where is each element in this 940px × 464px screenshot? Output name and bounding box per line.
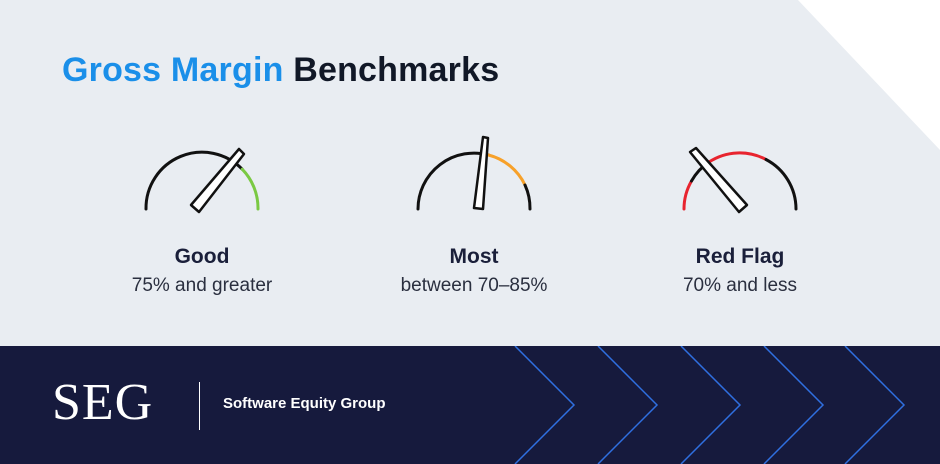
gauge-most: Most between 70–85%	[344, 132, 604, 298]
gauge-most-description: between 70–85%	[400, 275, 548, 296]
seg-logo: SEG	[52, 374, 154, 431]
gauge-good-description: 75% and greater	[131, 275, 273, 296]
title-accent: Gross Margin	[62, 51, 284, 89]
company-name: Software Equity Group	[223, 395, 386, 412]
gauge-red-flag-description: 70% and less	[682, 275, 798, 296]
footer-bar: SEG Software Equity Group	[0, 346, 940, 464]
page-title: Gross Margin Benchmarks	[62, 50, 499, 90]
gauge-good: Good 75% and greater	[72, 132, 332, 298]
gauge-red-flag: Red Flag 70% and less	[610, 132, 870, 298]
gauge-good-icon	[144, 147, 260, 214]
gauge-most-icon	[416, 135, 532, 211]
chevron-arrows-decoration	[514, 346, 906, 464]
title-rest: Benchmarks	[293, 51, 500, 89]
gauge-red-flag-icon	[682, 146, 798, 214]
logo-divider	[199, 382, 200, 430]
gauge-good-label: Good	[174, 245, 230, 268]
corner-decoration	[798, 0, 940, 150]
gauge-red-flag-label: Red Flag	[695, 245, 785, 268]
gauge-most-label: Most	[449, 245, 499, 268]
